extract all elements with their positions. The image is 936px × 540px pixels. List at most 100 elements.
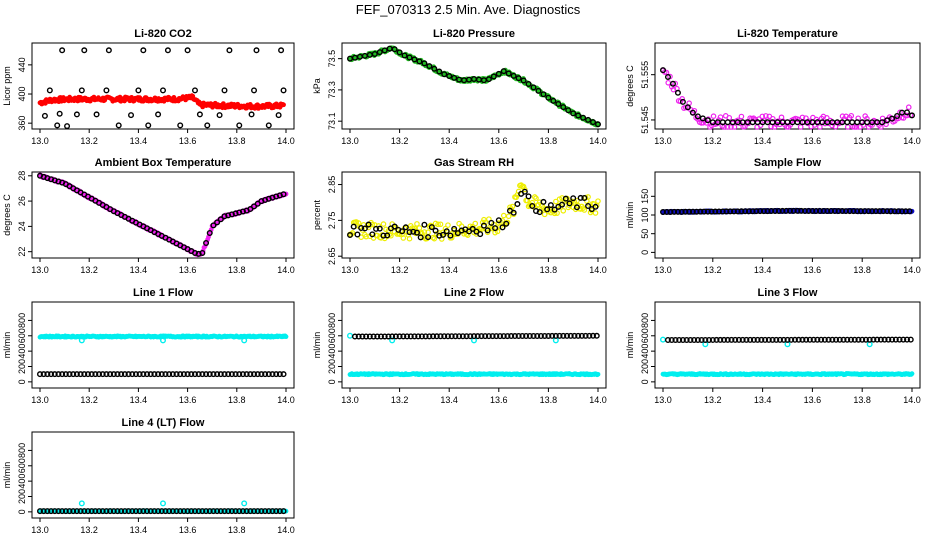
ambient_temp-avg-point xyxy=(280,191,287,198)
line4-avg-point xyxy=(184,508,191,515)
rh-avg-point xyxy=(380,232,387,239)
co2-avg-point xyxy=(46,87,53,94)
line4-avg-point xyxy=(232,508,239,515)
sample_flow-avg-point xyxy=(738,208,745,215)
ambient_temp-xtick-label: 13.8 xyxy=(228,265,246,275)
line2-avg-point xyxy=(493,333,500,340)
rh-avg-point xyxy=(369,231,376,238)
line3-xtick-label: 13.6 xyxy=(804,395,822,405)
rh-avg-point xyxy=(384,232,391,239)
line3-series-0 xyxy=(660,371,915,378)
line4-avg-point xyxy=(258,508,265,515)
sample_flow-avg-point xyxy=(794,207,801,214)
licor_temp-panel: Li-820 Temperature degrees C 13.0 13.2 13.4 1… xyxy=(625,28,921,146)
rh-avg-point xyxy=(566,200,573,207)
co2-avg-point xyxy=(275,112,282,119)
rh-xtick-label: 13.0 xyxy=(341,265,359,275)
pressure-ytick-label: 73.1 xyxy=(327,112,337,130)
sample_flow-avg-point xyxy=(734,208,741,215)
rh-avg-point xyxy=(447,232,454,239)
licor_temp-avg-point xyxy=(904,109,911,116)
line4-avg-point xyxy=(247,508,254,515)
licor_temp-avg-point xyxy=(684,104,691,111)
ambient_temp-series-0 xyxy=(37,172,289,258)
rh-avg-point xyxy=(529,203,536,210)
line3-avg-point xyxy=(698,336,705,343)
co2-avg-point xyxy=(177,122,184,129)
line2-avg-point xyxy=(463,333,470,340)
rh-avg-point xyxy=(551,206,558,213)
co2-avg-point xyxy=(248,111,255,118)
rh-avg-point xyxy=(425,234,432,241)
line2-avg-point xyxy=(363,333,370,340)
line3-ytick-label: 600 xyxy=(640,328,650,343)
line3-avg-point xyxy=(773,336,780,343)
line2-avg-point xyxy=(545,332,552,339)
ambient_temp-avg-point xyxy=(236,209,243,216)
line3-xtick-label: 14.0 xyxy=(903,395,921,405)
line4-avg-point xyxy=(191,508,198,515)
line2-avg-point xyxy=(560,332,567,339)
rh-series-1 xyxy=(347,188,599,241)
rh-avg-point xyxy=(391,223,398,230)
co2-avg-point xyxy=(184,47,191,54)
pressure-avg-point xyxy=(426,63,433,70)
line1-avg-point xyxy=(214,371,221,378)
line4-avg-point xyxy=(203,508,210,515)
licor_temp-avg-point xyxy=(674,89,681,96)
rh-raw-point xyxy=(592,210,599,216)
rh-raw-point xyxy=(500,212,507,219)
line1-avg-point xyxy=(155,371,162,378)
line4-avg-point xyxy=(228,508,235,515)
rh-avg-point xyxy=(469,225,476,232)
rh-avg-point xyxy=(503,220,510,227)
line3-avg-point xyxy=(904,336,911,343)
rh-raw-point xyxy=(595,198,601,204)
licor_temp-avg-point xyxy=(784,119,791,126)
line4-avg-point xyxy=(84,508,91,515)
sample_flow-avg-point xyxy=(828,208,835,215)
licor_temp-avg-point xyxy=(719,119,726,126)
co2-avg-point xyxy=(155,111,162,118)
pressure-xtick-label: 14.0 xyxy=(589,136,607,146)
sample_flow-avg-point xyxy=(843,208,850,215)
rh-avg-point xyxy=(540,198,547,205)
line3-avg-point xyxy=(750,336,757,343)
sample_flow-avg-point xyxy=(686,208,693,215)
sample_flow-avg-point xyxy=(663,208,670,215)
line3-avg-point xyxy=(679,336,686,343)
pressure-avg-point xyxy=(451,74,458,81)
line4-avg-point xyxy=(262,508,269,515)
line1-avg-point xyxy=(258,371,265,378)
line4-xtick-label: 13.0 xyxy=(31,525,49,535)
licor_temp-xtick-label: 13.6 xyxy=(804,136,822,146)
rh-raw-point xyxy=(560,207,567,214)
line1-avg-point xyxy=(132,371,139,378)
line1-avg-point xyxy=(136,371,143,378)
rh-ytick-label: 2.85 xyxy=(327,176,337,194)
co2-ytick-label: 440 xyxy=(17,57,27,72)
line3-avg-point xyxy=(851,336,858,343)
line2-avg-point xyxy=(593,332,600,339)
line4-avg-point xyxy=(269,508,276,515)
line3-avg-point xyxy=(721,336,728,343)
line2-avg-point xyxy=(586,332,593,339)
line4-avg-point xyxy=(103,508,110,515)
line1-avg-point xyxy=(269,371,276,378)
pressure-avg-point xyxy=(580,114,587,121)
ambient_temp-avg-point xyxy=(217,216,224,223)
licor_temp-avg-point xyxy=(749,119,756,126)
sample_flow-avg-point xyxy=(869,208,876,215)
sample_flow-avg-point xyxy=(902,208,909,215)
line4-avg-point xyxy=(155,508,162,515)
co2-avg-point xyxy=(41,112,48,119)
rh-raw-point xyxy=(358,234,364,240)
licor_temp-avg-point xyxy=(849,119,856,126)
licor_temp-avg-point xyxy=(884,117,891,124)
line1-avg-point xyxy=(173,371,180,378)
line2-avg-point xyxy=(511,333,518,340)
sample_flow-avg-point xyxy=(798,207,805,214)
line2-avg-point xyxy=(418,333,425,340)
line3-avg-point xyxy=(791,336,798,343)
line3-avg-point xyxy=(833,336,840,343)
